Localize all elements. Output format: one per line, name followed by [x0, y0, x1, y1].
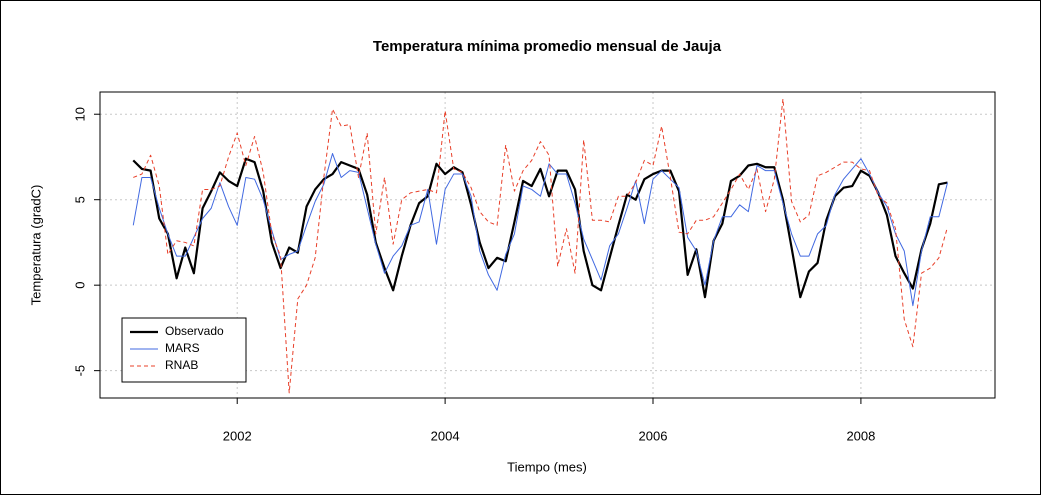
y-axis-label: Temperatura (gradC): [28, 185, 43, 306]
legend-label: MARS: [165, 341, 200, 355]
x-tick-label: 2008: [846, 428, 875, 443]
legend: Observado MARS RNAB: [121, 317, 247, 383]
series-line: [133, 98, 948, 394]
y-tick-label: -5: [72, 365, 87, 377]
x-axis-label: Tiempo (mes): [507, 459, 587, 474]
legend-label: Observado: [165, 324, 224, 338]
legend-label: RNAB: [165, 358, 198, 372]
legend-box: [121, 317, 247, 383]
x-tick-label: 2006: [639, 428, 668, 443]
y-tick-label: 0: [72, 282, 87, 289]
x-tick-label: 2004: [431, 428, 460, 443]
x-tick-label: 2002: [223, 428, 252, 443]
y-tick-label: 10: [72, 107, 87, 121]
y-tick-label: 5: [72, 196, 87, 203]
chart-title: Temperatura mínima promedio mensual de J…: [373, 38, 722, 55]
series-line: [132, 153, 948, 307]
series-line: [132, 157, 948, 299]
plot-area: [99, 91, 996, 399]
